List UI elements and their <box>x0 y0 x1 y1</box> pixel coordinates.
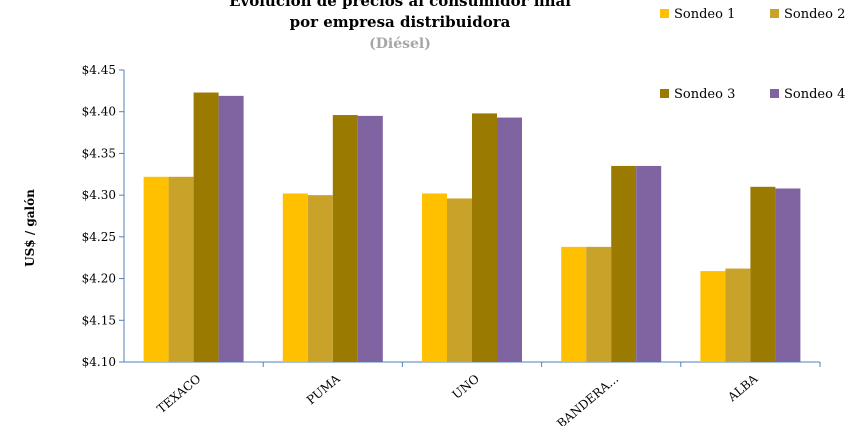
plot-area: $4.10 $4.15 $4.20 $4.25 $4.30 $4.35 $4.40 $4.45… <box>82 63 821 426</box>
bar-sondeo-4-uno <box>497 117 522 362</box>
y-tick-label: $4.35 <box>82 146 116 160</box>
bar-sondeo-3-puma <box>332 115 358 363</box>
legend-swatch <box>770 9 779 18</box>
chart-title-line2: por empresa distribuidora <box>290 13 511 31</box>
legend-label: Sondeo 1 <box>674 7 735 22</box>
y-tick-label: $4.25 <box>82 230 116 244</box>
chart-title-line1: Evolución de precios al consumidor final <box>229 0 571 10</box>
legend-swatch <box>770 89 779 98</box>
bar-sondeo-1-texaco <box>143 176 169 362</box>
y-tick-label: $4.10 <box>82 355 116 369</box>
x-tick-label: TEXACO <box>154 371 203 416</box>
legend-swatch <box>660 9 669 18</box>
bar-sondeo-3-bandera <box>611 165 637 362</box>
bar-sondeo-3-texaco <box>193 92 219 363</box>
bar-sondeo-2-texaco <box>168 176 194 362</box>
y-tick-label: $4.20 <box>82 272 116 286</box>
bar-sondeo-4-alba <box>775 188 801 362</box>
bar-sondeo-1-puma <box>282 193 308 362</box>
bar-sondeo-3-alba <box>750 186 776 362</box>
y-tick-label: $4.40 <box>82 105 116 119</box>
bar-sondeo-2-uno <box>447 198 472 362</box>
bar-sondeo-1-uno <box>422 193 447 362</box>
x-tick-label: UNO <box>450 371 482 401</box>
y-tick-label: $4.30 <box>82 188 116 202</box>
bar-sondeo-1-bandera <box>561 246 587 362</box>
bar-sondeo-2-alba <box>725 268 751 362</box>
bar-sondeo-4-puma <box>357 115 383 362</box>
bar-sondeo-4-texaco <box>218 95 244 362</box>
x-tick-label: ALBA <box>724 371 760 405</box>
x-tick-label: PUMA <box>304 371 343 407</box>
legend-label: Sondeo 3 <box>674 87 735 102</box>
bar-sondeo-1-alba <box>700 271 726 362</box>
y-tick-label: $4.15 <box>82 313 116 327</box>
x-tick-label: BANDERA... <box>554 372 621 426</box>
y-tick-label: $4.45 <box>82 63 116 77</box>
y-axis-label: US$ / galón <box>23 189 37 267</box>
bar-sondeo-4-bandera <box>636 165 662 362</box>
legend-label: Sondeo 4 <box>784 87 845 102</box>
legend-swatch <box>660 89 669 98</box>
legend-label: Sondeo 2 <box>784 7 845 22</box>
bar-sondeo-2-puma <box>307 195 333 362</box>
bar-sondeo-2-bandera <box>586 246 612 362</box>
legend: Sondeo 1 Sondeo 2 Sondeo 3 Sondeo 4 <box>660 7 845 102</box>
chart-subtitle: (Diésel) <box>369 36 431 52</box>
bar-sondeo-3-uno <box>472 113 497 362</box>
